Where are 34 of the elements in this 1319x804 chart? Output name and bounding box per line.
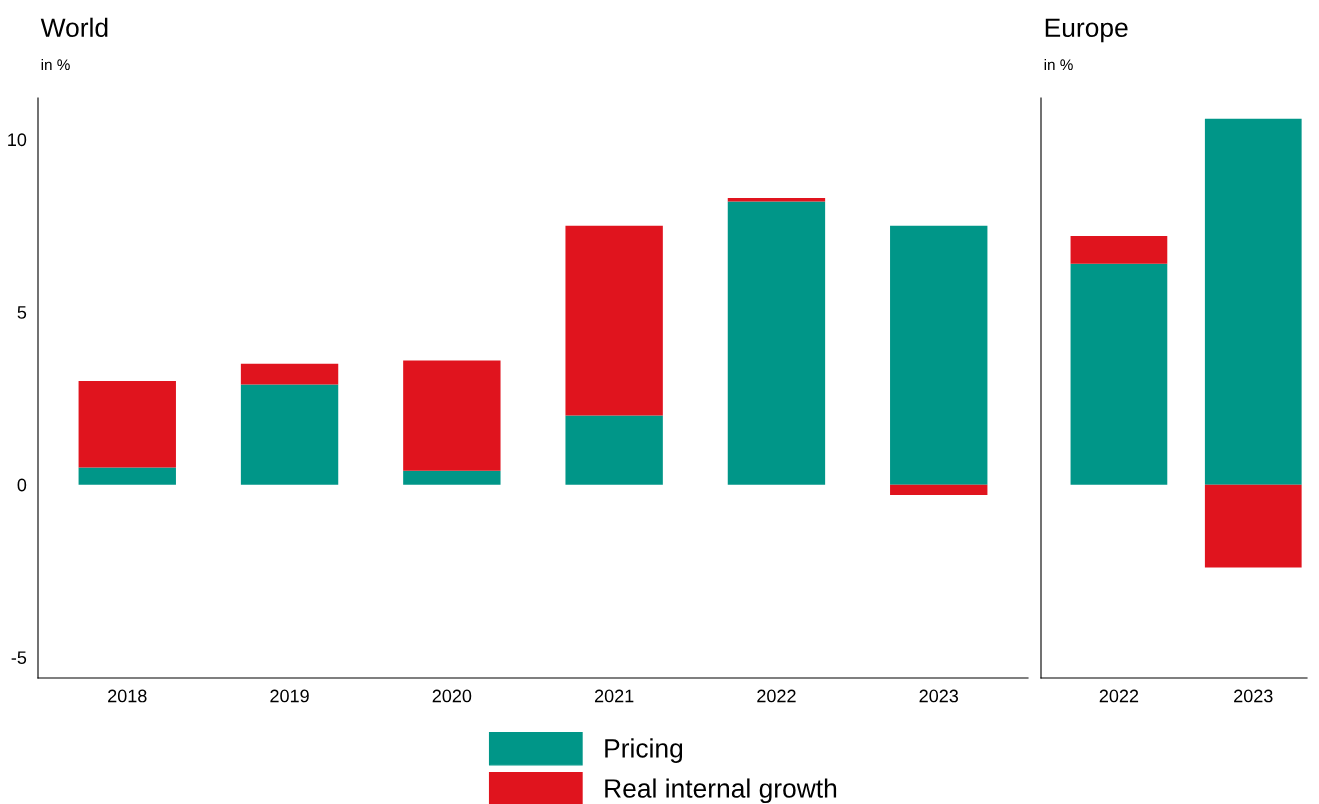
chart-title: Europe (1045, 18, 1128, 43)
chart-subtitle: in % (41, 58, 70, 71)
x-tick-label: 2023 (1234, 689, 1273, 703)
legend-label: Real internal growth (605, 778, 837, 804)
bar (78, 381, 176, 468)
bar (403, 360, 501, 471)
bar (890, 225, 988, 485)
bar (78, 467, 176, 485)
y-tick-label: -5 (11, 651, 27, 665)
bar (403, 470, 501, 485)
chart-title: World (40, 17, 108, 38)
bar (565, 225, 663, 416)
bar (240, 363, 339, 385)
chart-subtitle: in % (1044, 58, 1073, 71)
bar (1204, 484, 1302, 568)
y-tick-label: 0 (17, 478, 27, 492)
x-tick-label: 2022 (757, 689, 796, 703)
legend-label: Pricing (605, 738, 683, 763)
x-tick-label: 2018 (108, 689, 147, 703)
x-tick-label: 2021 (594, 689, 634, 703)
x-tick-label: 2019 (270, 689, 309, 703)
bar (727, 198, 826, 202)
bar (565, 415, 663, 485)
x-tick-label: 2023 (919, 689, 959, 703)
y-tick-label: 10 (8, 133, 27, 147)
bar (1070, 263, 1168, 485)
bar (1070, 236, 1168, 264)
bar (727, 201, 826, 485)
bar (240, 384, 339, 485)
y-tick-label: 5 (17, 306, 27, 319)
bar (890, 484, 988, 496)
x-tick-label: 2022 (1099, 689, 1139, 703)
bar (1204, 118, 1302, 485)
x-tick-label: 2020 (432, 689, 472, 703)
